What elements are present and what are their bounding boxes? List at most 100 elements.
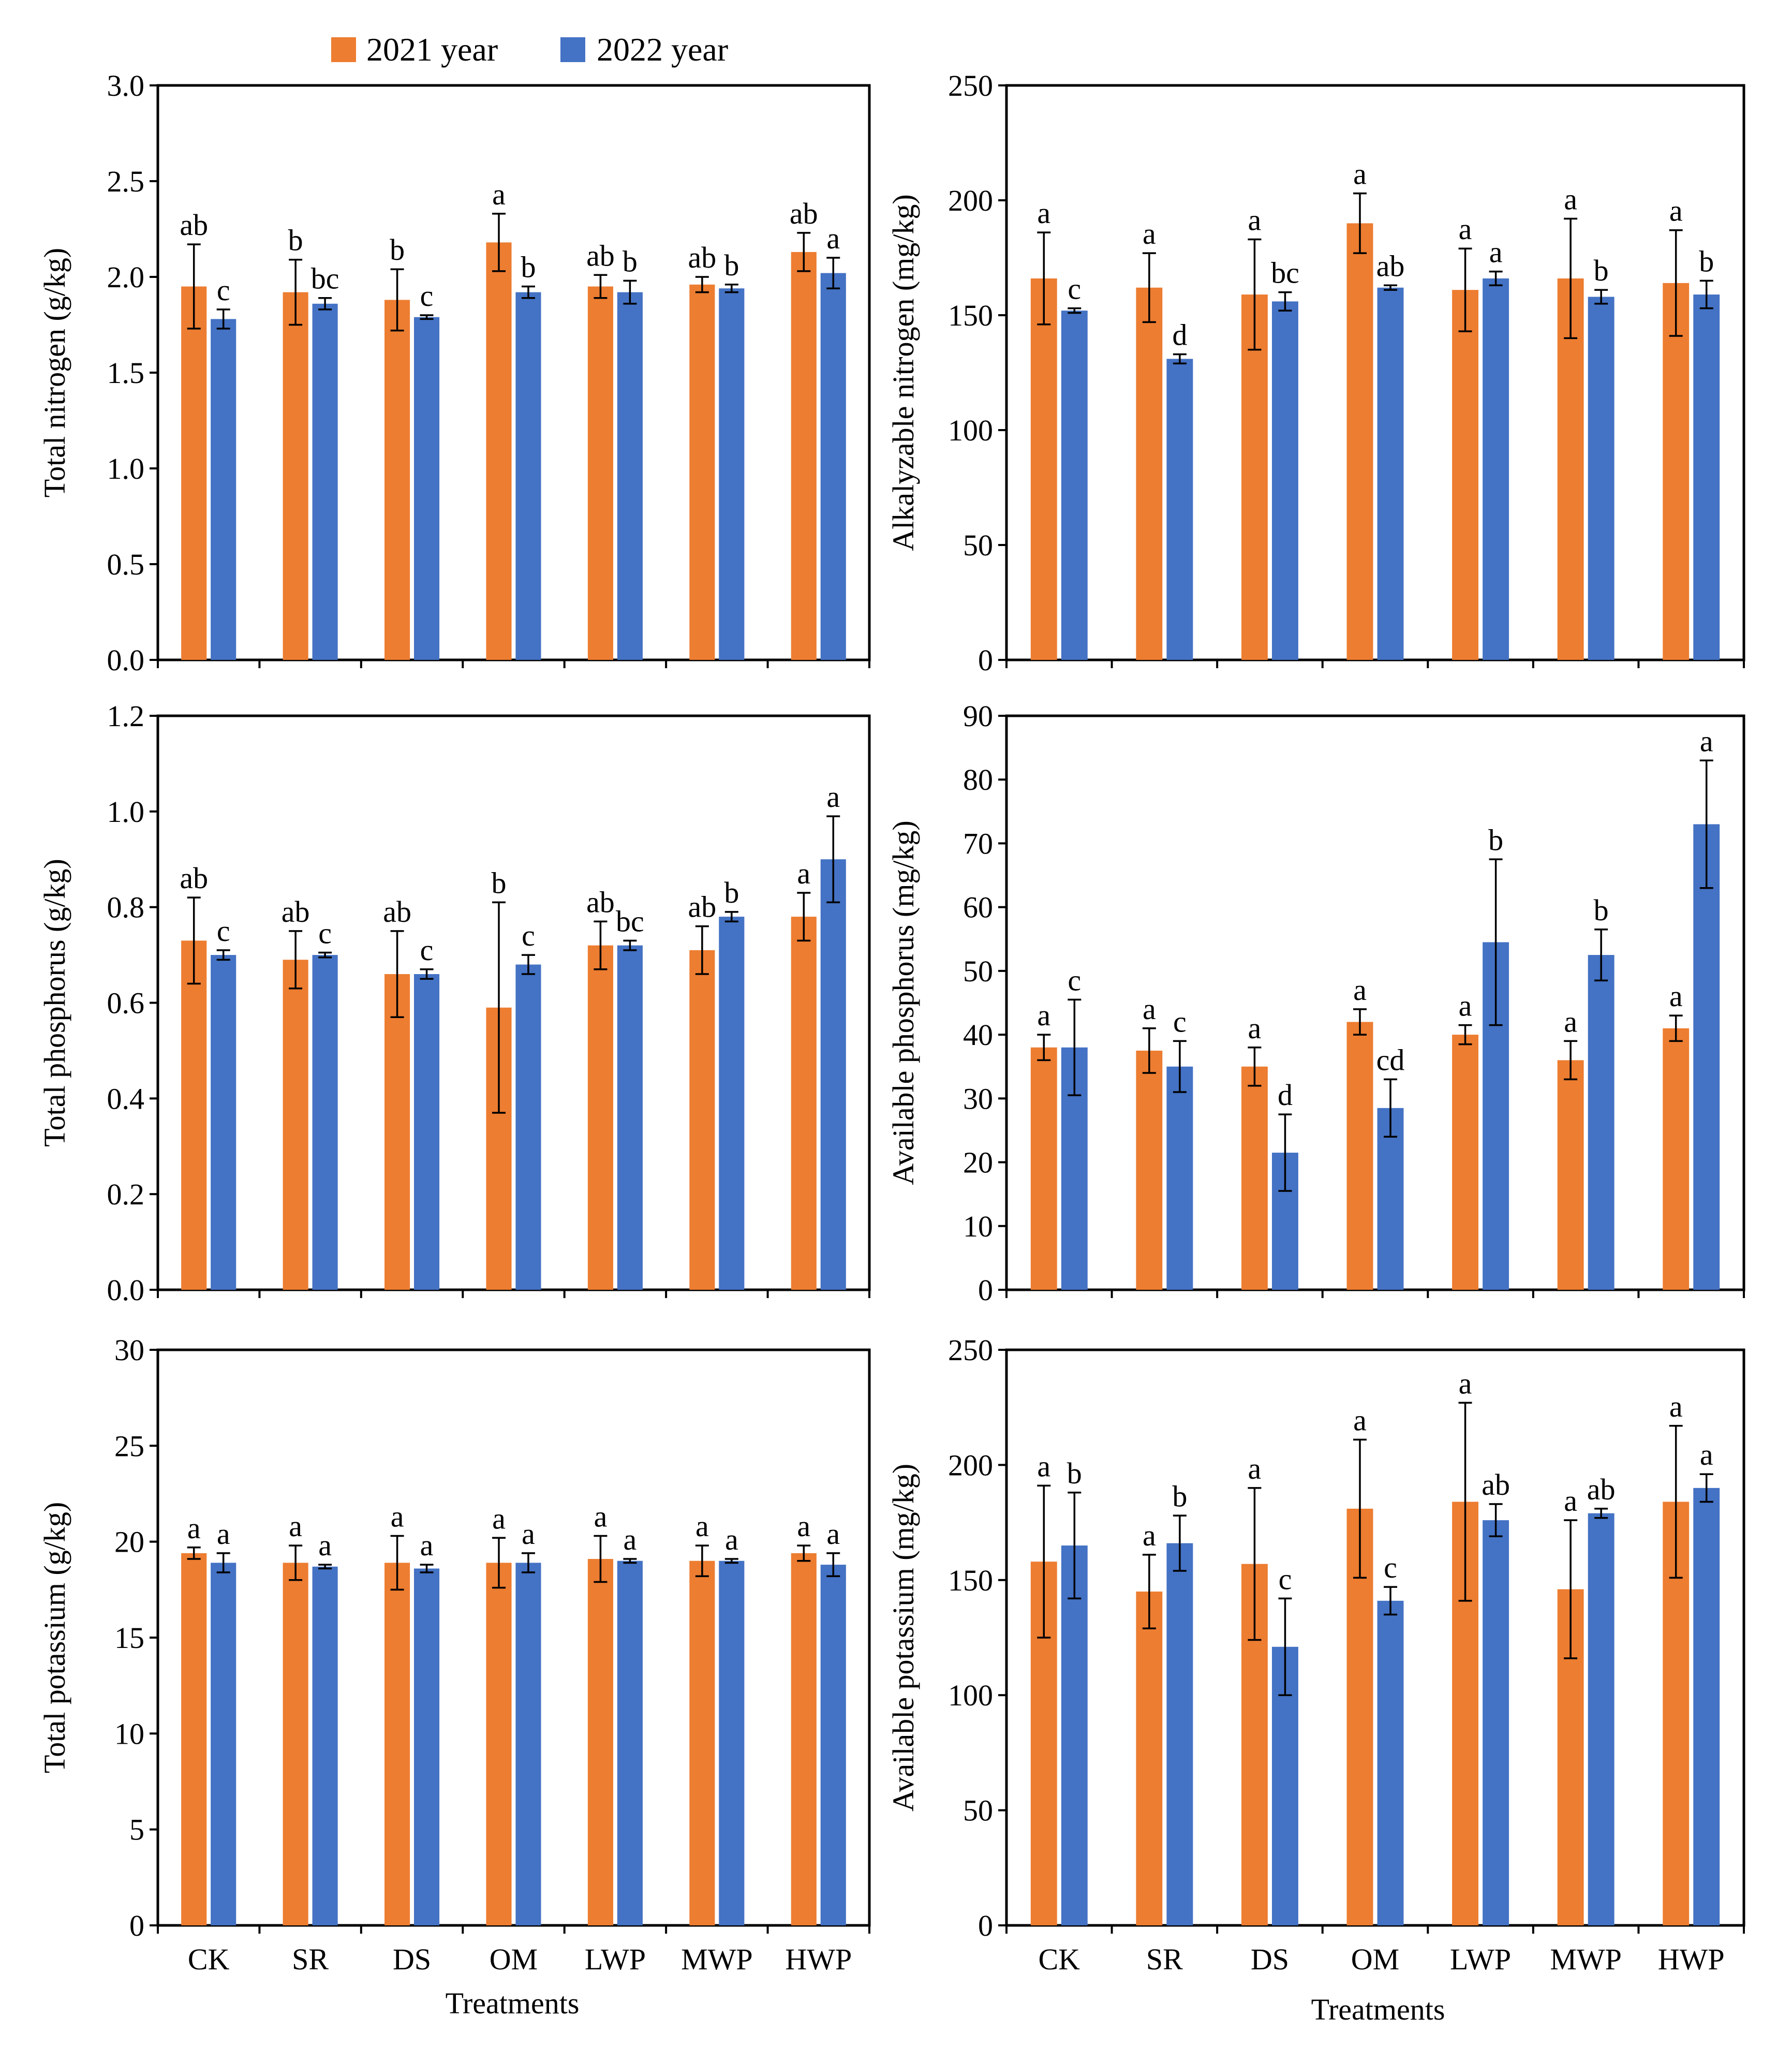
- bar: [312, 1566, 338, 1925]
- chart-panel-1: 0.0 0.5 1.0 1.5 2.0 2.5 3.0 Total nitrogen (g/k…: [38, 69, 871, 677]
- bar: [384, 974, 410, 1290]
- plot-frame: [156, 1348, 871, 1927]
- y-tick-label: 90: [963, 699, 993, 733]
- bar: [719, 288, 745, 660]
- bar: [1346, 1022, 1373, 1290]
- x-tick-label: SR: [292, 1942, 329, 1976]
- bar: [791, 1553, 817, 1925]
- bar: [414, 1568, 440, 1925]
- bar: [1557, 278, 1584, 660]
- significance-letter: ab: [586, 239, 615, 272]
- bar: [1452, 290, 1478, 660]
- bar: [312, 303, 338, 660]
- significance-letter: a: [695, 1509, 709, 1543]
- bar: [211, 1563, 236, 1925]
- y-axis-title: Total nitrogen (g/kg): [38, 248, 71, 497]
- significance-letter: b: [492, 866, 507, 900]
- bar: [617, 945, 643, 1290]
- bar: [587, 1559, 613, 1925]
- significance-letter: a: [826, 780, 840, 814]
- significance-letter: bc: [1271, 256, 1299, 290]
- significance-letter: a: [1248, 203, 1262, 237]
- significance-letter: ab: [1482, 1468, 1510, 1501]
- legend-label-2022: 2022 year: [597, 31, 728, 68]
- significance-letter: b: [724, 248, 739, 282]
- x-tick-label: HWP: [1658, 1942, 1725, 1976]
- significance-letter: a: [492, 1501, 506, 1535]
- bar: [486, 242, 512, 660]
- bar: [1588, 297, 1615, 660]
- x-tick-label: DS: [393, 1942, 431, 1976]
- bar: [1693, 1488, 1720, 1925]
- bar: [1377, 287, 1404, 660]
- significance-letter: a: [797, 1509, 810, 1543]
- y-tick-label: 10: [114, 1717, 144, 1750]
- bar: [587, 945, 613, 1290]
- bar: [486, 1563, 512, 1925]
- significance-letter: b: [390, 233, 405, 267]
- significance-letter: a: [1353, 157, 1367, 191]
- y-axis-title: Alkalyzable nitrogen (mg/kg): [886, 194, 920, 551]
- y-tick-label: 20: [114, 1525, 144, 1559]
- significance-letter: a: [594, 1500, 608, 1534]
- y-tick-label: 250: [948, 1333, 993, 1367]
- bar: [515, 964, 541, 1290]
- y-tick-label: 150: [948, 1564, 993, 1597]
- significance-letter: b: [288, 224, 303, 257]
- bar: [414, 974, 440, 1290]
- significance-letter: a: [1037, 196, 1050, 230]
- significance-letter: a: [1669, 1390, 1683, 1423]
- significance-letter: ab: [688, 890, 717, 924]
- significance-letter: b: [623, 244, 638, 278]
- significance-letter: a: [217, 1517, 230, 1551]
- significance-letter: a: [1037, 1449, 1050, 1483]
- bar: [1030, 278, 1057, 660]
- significance-letter: a: [1353, 973, 1367, 1007]
- bar: [617, 1560, 643, 1925]
- bar: [820, 273, 846, 660]
- significance-letter: a: [1143, 217, 1156, 251]
- significance-letter: b: [724, 876, 739, 909]
- y-axis-title: Total potassium (g/kg): [38, 1502, 71, 1773]
- y-tick-label: 0.2: [107, 1177, 145, 1211]
- significance-letter: ab: [383, 895, 411, 929]
- significance-letter: c: [1068, 963, 1081, 997]
- chart-panel-3: 0.0 0.2 0.4 0.6 0.8 1.0 1.2 Total phosphorus (g…: [38, 699, 871, 1307]
- bar: [719, 1560, 745, 1925]
- significance-letter: bc: [616, 904, 644, 938]
- chart-panel-6: 0 50 100 150 200 250 Available potassium (mg/k…: [886, 1333, 1745, 1976]
- bar: [211, 319, 236, 660]
- plot-frame: [1005, 84, 1745, 661]
- bar: [312, 955, 338, 1290]
- bar: [1346, 223, 1373, 660]
- bar: [283, 1563, 308, 1925]
- bar: [414, 317, 440, 660]
- bar: [1452, 1035, 1478, 1290]
- significance-letter: b: [1699, 244, 1714, 278]
- y-tick-label: 0: [978, 643, 993, 677]
- y-tick-label: 100: [948, 1678, 993, 1712]
- y-tick-label: 10: [963, 1210, 993, 1243]
- bar: [791, 917, 817, 1290]
- bar: [181, 286, 207, 660]
- y-tick-label: 3.0: [107, 69, 145, 102]
- x-axis-title-left: Treatments: [446, 1986, 580, 2020]
- significance-letter: ab: [1587, 1472, 1616, 1506]
- significance-letter: a: [725, 1523, 738, 1556]
- y-axis-title: Total phosphorus (g/kg): [38, 859, 71, 1147]
- legend: 2021 year 2022 year: [331, 31, 728, 68]
- significance-letter: d: [1172, 318, 1187, 351]
- y-tick-label: 0.5: [107, 548, 145, 581]
- y-tick-label: 25: [114, 1429, 144, 1463]
- x-tick-label: CK: [1038, 1942, 1080, 1976]
- y-tick-label: 5: [129, 1813, 144, 1847]
- significance-letter: a: [1459, 989, 1472, 1023]
- bar: [617, 292, 643, 660]
- significance-letter: c: [217, 914, 230, 948]
- significance-letter: a: [624, 1523, 637, 1556]
- bar: [1030, 1047, 1057, 1290]
- x-tick-label: SR: [1146, 1942, 1183, 1976]
- significance-letter: c: [1279, 1562, 1292, 1596]
- significance-letter: a: [1143, 992, 1156, 1026]
- significance-letter: a: [522, 1517, 535, 1551]
